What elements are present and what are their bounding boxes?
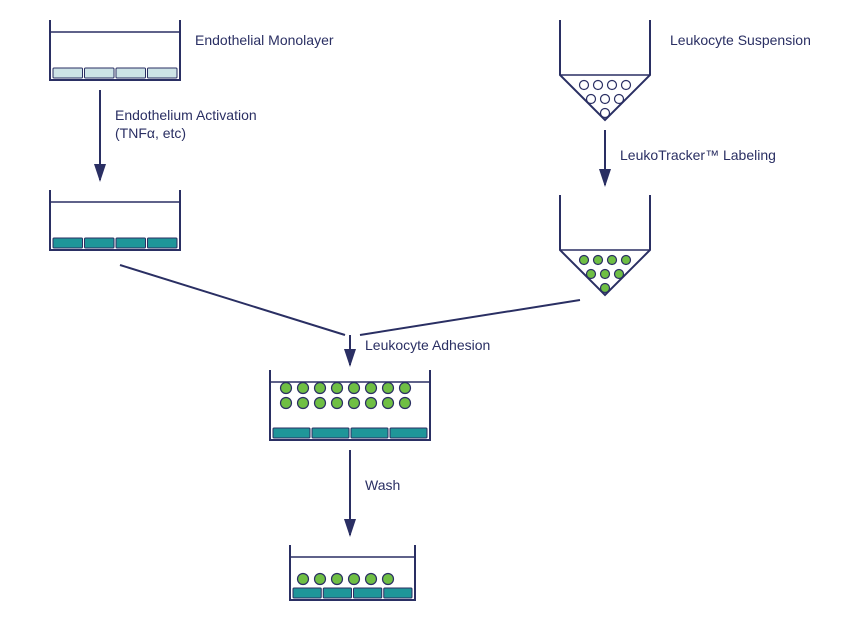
dish-after-wash xyxy=(290,545,415,600)
label-leuko_labeling: LeukoTracker™ Labeling xyxy=(620,147,776,163)
label-endothelium_activation_l2: (TNFα, etc) xyxy=(115,125,186,141)
label-endothelium_activation_l1: Endothelium Activation xyxy=(115,107,257,123)
label-endothelial_monolayer: Endothelial Monolayer xyxy=(195,32,334,48)
label-leukocyte_adhesion: Leukocyte Adhesion xyxy=(365,337,490,353)
label-wash: Wash xyxy=(365,477,400,493)
tube-labeled-leukocytes xyxy=(560,195,650,295)
dish-endothelial-monolayer xyxy=(50,20,180,80)
dish-leukocyte-adhesion xyxy=(270,370,430,440)
dish-activated-endothelium xyxy=(50,190,180,250)
tube-leukocyte-suspension xyxy=(560,20,650,120)
label-leukocyte_suspension: Leukocyte Suspension xyxy=(670,32,811,48)
